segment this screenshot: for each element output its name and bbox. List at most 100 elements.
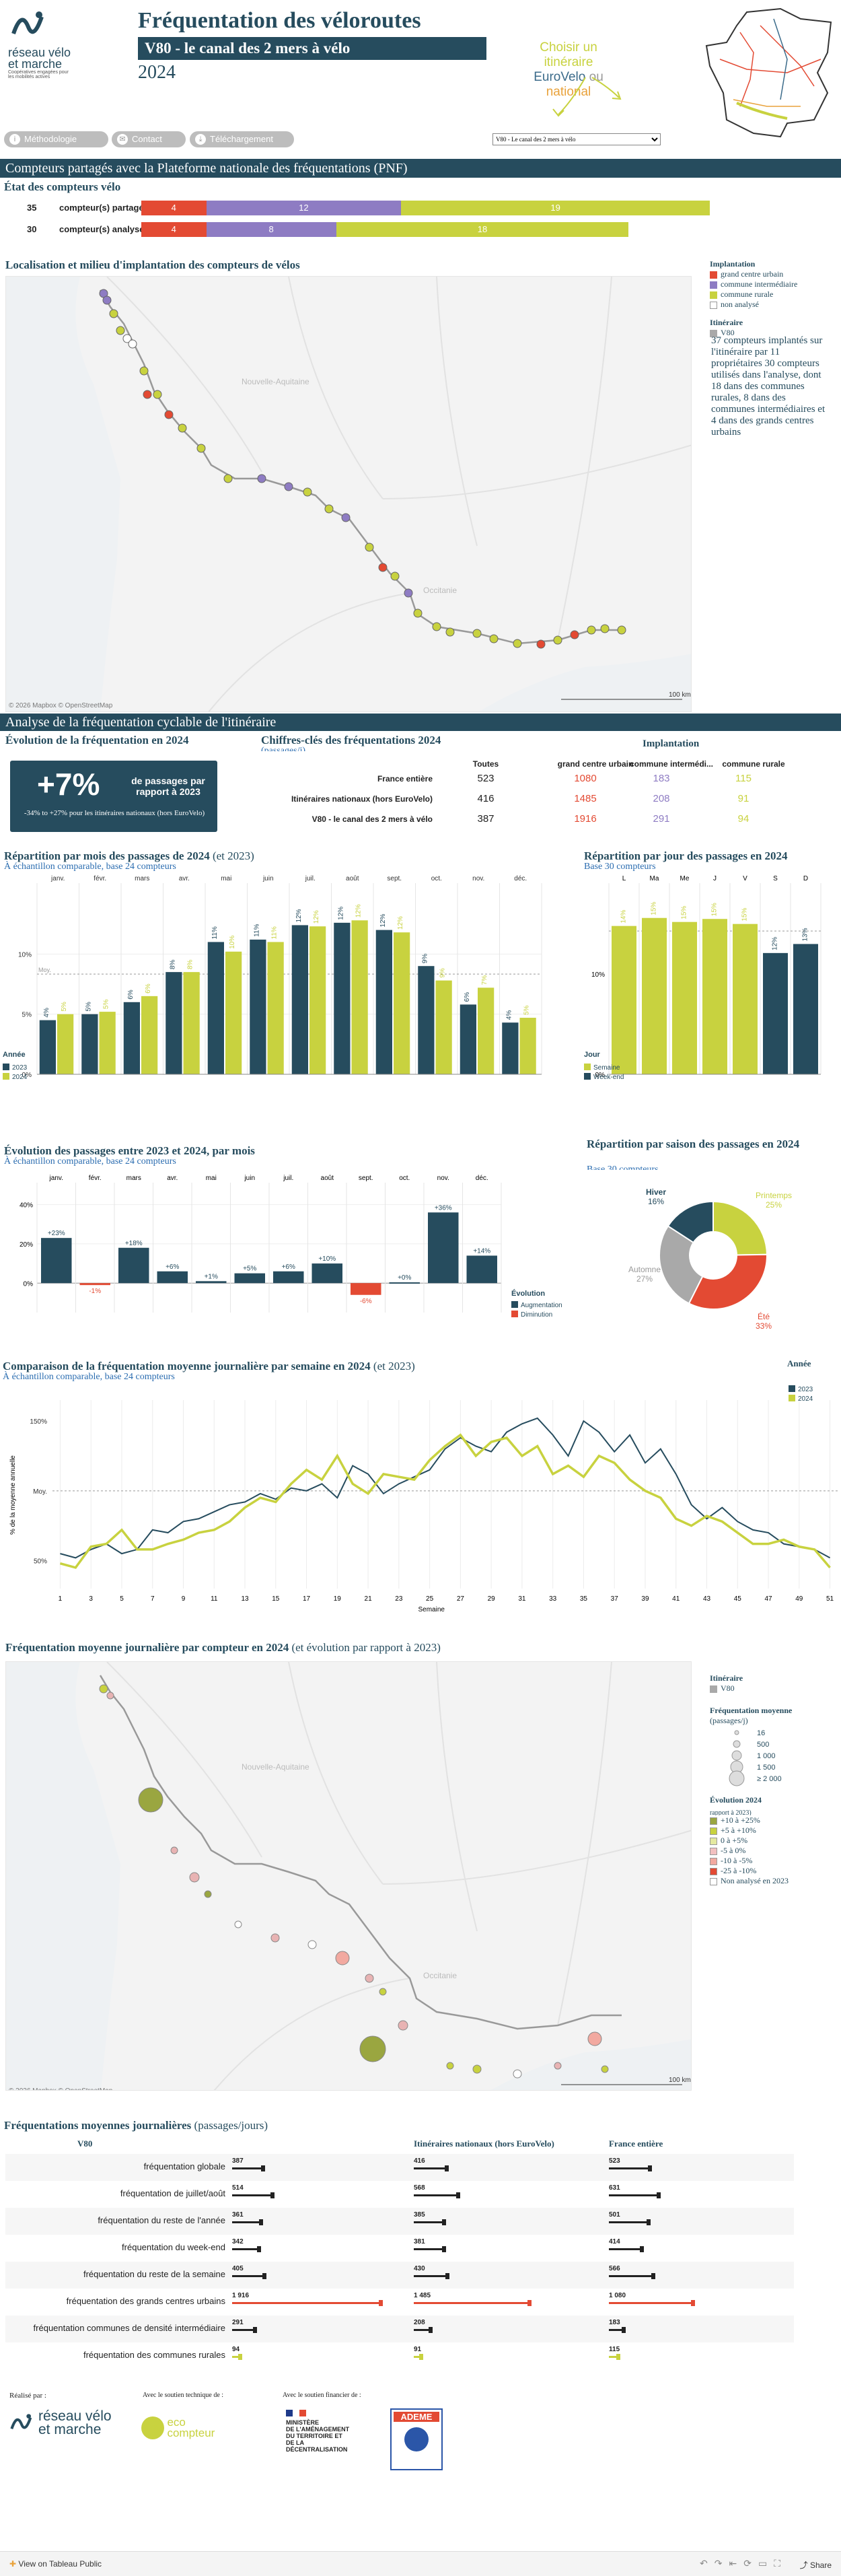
- evolution-chart[interactable]: 0% 20% 40% janv. +23% févr. -1% mars +18% avr. +6%…: [0, 1168, 572, 1336]
- avg-bar[interactable]: [414, 2302, 529, 2304]
- bar-2023[interactable]: [375, 930, 392, 1074]
- counter-bubble[interactable]: [365, 1974, 374, 1983]
- avg-bar[interactable]: [609, 2329, 624, 2331]
- counter-marker[interactable]: [324, 504, 334, 514]
- counter-bubble[interactable]: [138, 1787, 163, 1813]
- counter-bubble[interactable]: [335, 1951, 350, 1965]
- implantation-legend-item[interactable]: grand centre urbain: [710, 269, 838, 279]
- counter-marker[interactable]: [472, 629, 482, 638]
- avg-bar[interactable]: [232, 2329, 255, 2331]
- counter-marker[interactable]: [570, 630, 579, 639]
- per-counter-map[interactable]: Nouvelle-Aquitaine Occitanie © 2026 Mapbox…: [5, 1661, 692, 2091]
- monthly-chart[interactable]: 0% 5% 10% Moy. janv. 4% 5% févr. 5% 5% mars 6% 6% avr…: [0, 875, 552, 1090]
- redo-icon[interactable]: ↷: [714, 2558, 729, 2569]
- counter-marker[interactable]: [587, 625, 596, 635]
- bar-evolution[interactable]: [118, 1247, 149, 1284]
- bar-2024[interactable]: [57, 1014, 74, 1074]
- bar-2023[interactable]: [39, 1020, 56, 1074]
- counter-segment[interactable]: 4: [141, 201, 207, 215]
- counter-segment[interactable]: 12: [206, 201, 402, 215]
- pie-slice[interactable]: [712, 1200, 768, 1256]
- bar-evolution[interactable]: [273, 1271, 304, 1284]
- counter-marker[interactable]: [153, 390, 162, 399]
- avg-bar[interactable]: [414, 2194, 458, 2196]
- counter-marker[interactable]: [404, 588, 413, 598]
- counter-bubble[interactable]: [170, 1846, 178, 1854]
- avg-bar[interactable]: [232, 2302, 381, 2304]
- bar-day[interactable]: [672, 921, 697, 1074]
- bar-evolution[interactable]: [312, 1263, 343, 1284]
- counter-bubble[interactable]: [554, 2062, 562, 2070]
- bar-2024[interactable]: [267, 942, 284, 1074]
- counter-marker[interactable]: [553, 635, 562, 645]
- counter-marker[interactable]: [257, 474, 266, 483]
- bar-2024[interactable]: [478, 987, 495, 1074]
- bar-2023[interactable]: [460, 1004, 476, 1074]
- avg-bar[interactable]: [609, 2167, 650, 2169]
- counter-bubble[interactable]: [189, 1872, 200, 1883]
- legend-label[interactable]: Week-end: [593, 1074, 624, 1081]
- counter-bubble[interactable]: [270, 1933, 280, 1943]
- bar-day[interactable]: [733, 924, 758, 1074]
- route-select[interactable]: V80 - Le canal des 2 mers à vélo: [492, 133, 661, 145]
- legend-label[interactable]: Augmentation: [521, 1302, 562, 1309]
- counter-bubble[interactable]: [99, 1684, 108, 1694]
- counter-bubble[interactable]: [106, 1692, 114, 1700]
- bar-2024[interactable]: [183, 972, 200, 1074]
- bar-evolution[interactable]: [157, 1271, 188, 1284]
- line-2024[interactable]: [59, 1433, 831, 1569]
- implantation-legend-item[interactable]: non analysé: [710, 300, 838, 310]
- counter-marker[interactable]: [128, 339, 137, 349]
- counter-marker[interactable]: [341, 513, 351, 522]
- avg-bar[interactable]: [414, 2221, 444, 2223]
- counter-bubble[interactable]: [513, 2069, 522, 2079]
- avg-bar[interactable]: [609, 2194, 658, 2196]
- avg-bar[interactable]: [609, 2248, 641, 2250]
- bar-day[interactable]: [763, 952, 788, 1074]
- counter-marker[interactable]: [178, 423, 187, 433]
- counter-marker[interactable]: [122, 334, 132, 343]
- bar-2023[interactable]: [502, 1022, 519, 1074]
- counter-bubble[interactable]: [204, 1890, 212, 1898]
- bar-2024[interactable]: [435, 980, 452, 1074]
- legend-label[interactable]: 2023: [12, 1064, 28, 1072]
- daily-chart[interactable]: 0% 10% L 14% Ma 15% Me 15% J 15% V 15% S 12% D 13% Jour S…: [579, 875, 841, 1090]
- per-counter-map-svg[interactable]: Nouvelle-Aquitaine Occitanie © 2026 Mapbox…: [6, 1662, 692, 2091]
- counter-marker[interactable]: [116, 326, 125, 335]
- bar-evolution[interactable]: [41, 1238, 72, 1284]
- counter-marker[interactable]: [164, 410, 174, 419]
- counter-marker[interactable]: [303, 487, 312, 497]
- avg-bar[interactable]: [414, 2329, 430, 2331]
- counter-marker[interactable]: [196, 444, 206, 453]
- france-mini-map[interactable]: [700, 5, 838, 140]
- avg-bar[interactable]: [609, 2302, 693, 2304]
- bar-2023[interactable]: [166, 972, 182, 1074]
- evo-legend-item[interactable]: -10 à -5%: [710, 1856, 838, 1866]
- counter-marker[interactable]: [432, 622, 441, 631]
- legend-label[interactable]: 2023: [798, 1386, 813, 1393]
- counter-marker[interactable]: [413, 608, 423, 618]
- avg-bar[interactable]: [609, 2221, 648, 2223]
- counters-map[interactable]: Nouvelle-Aquitaine Occitanie © 2026 Mapbox…: [5, 276, 692, 712]
- evo-legend-item[interactable]: 0 à +5%: [710, 1836, 838, 1846]
- avg-bar[interactable]: [232, 2356, 240, 2358]
- pie-slice[interactable]: [659, 1225, 704, 1304]
- weekly-chart[interactable]: 50%Moy.150%1 3 5 7 9 11 13 15 17 19 21 23 25 27 29 31 33…: [0, 1380, 841, 1629]
- avg-bar[interactable]: [232, 2248, 259, 2250]
- pie-slice[interactable]: [667, 1200, 714, 1244]
- bar-day[interactable]: [702, 919, 727, 1074]
- bar-2023[interactable]: [123, 1002, 140, 1074]
- implantation-legend-item[interactable]: commune rurale: [710, 289, 838, 300]
- avg-bar[interactable]: [414, 2248, 443, 2250]
- contact-button[interactable]: ✉ Contact: [112, 131, 186, 147]
- evo-legend-item[interactable]: Non analysé en 2023: [710, 1876, 838, 1886]
- bar-2023[interactable]: [250, 939, 266, 1074]
- counter-bubble[interactable]: [379, 1988, 387, 1996]
- counter-marker[interactable]: [390, 571, 400, 581]
- counter-bubble[interactable]: [587, 2031, 602, 2046]
- bar-day[interactable]: [612, 926, 636, 1074]
- counter-marker[interactable]: [378, 563, 388, 572]
- counter-marker[interactable]: [600, 624, 610, 633]
- counter-marker[interactable]: [513, 639, 522, 648]
- counter-marker[interactable]: [489, 634, 499, 643]
